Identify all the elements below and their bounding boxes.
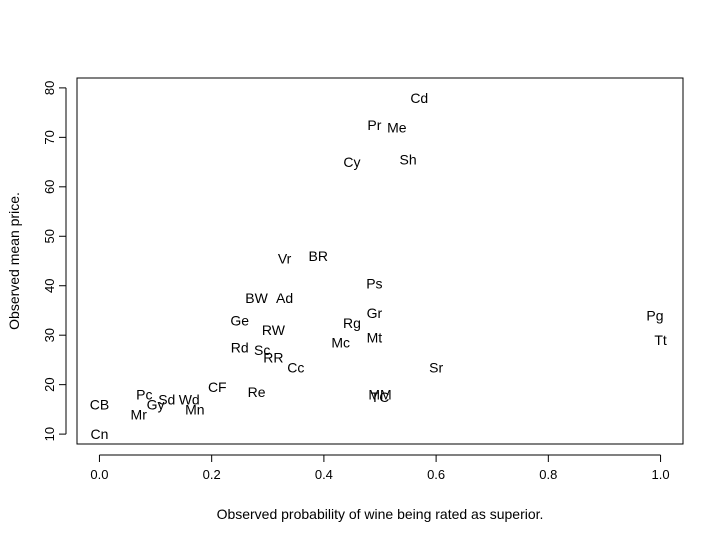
point-label-cf: CF (208, 379, 227, 395)
point-label-pr: Pr (367, 117, 381, 133)
point-label-me: Me (387, 119, 407, 135)
point-label-cn: Cn (90, 426, 108, 442)
point-label-sd: Sd (158, 391, 175, 407)
data-points: Cd Pr Me Cy Sh Vr BR Ps BW Ad Gr Pg Ge Rg RW Mt Tt Mc Rd Sc… (90, 90, 667, 442)
x-axis-label: Observed probability of wine being rated… (217, 506, 544, 522)
point-label-mt: Mt (367, 330, 383, 346)
point-label-rd: Rd (231, 340, 249, 356)
point-label-pg: Pg (646, 307, 663, 323)
x-tick-label: 0.2 (203, 467, 221, 482)
point-label-br: BR (309, 248, 328, 264)
y-tick-label: 40 (42, 278, 57, 292)
point-label-tc: TC (371, 389, 390, 405)
y-tick-label: 30 (42, 328, 57, 342)
x-tick-label: 0.6 (427, 467, 445, 482)
point-label-gy: Gy (147, 396, 165, 412)
point-label-mc: Mc (331, 335, 350, 351)
point-label-pc: Pc (136, 387, 152, 403)
point-label-ad: Ad (276, 290, 293, 306)
point-label-gr: Gr (367, 305, 383, 321)
point-label-cc: Cc (287, 359, 304, 375)
point-label-ge: Ge (230, 312, 249, 328)
point-label-mr: Mr (131, 406, 148, 422)
point-label-vr: Vr (278, 251, 292, 267)
y-tick-label: 60 (42, 180, 57, 194)
y-tick-label: 10 (42, 427, 57, 441)
x-tick-label: 1.0 (652, 467, 670, 482)
point-label-ps: Ps (366, 275, 382, 291)
point-label-rr: RR (263, 349, 283, 365)
point-label-rw: RW (262, 322, 286, 338)
point-label-wd: Wd (179, 391, 200, 407)
plot-frame (76, 77, 684, 445)
x-tick-label: 0.0 (90, 467, 108, 482)
y-tick-label: 20 (42, 377, 57, 391)
point-label-sc: Sc (254, 342, 270, 358)
y-axis-label: Observed mean price. (6, 192, 22, 330)
point-label-cb: CB (90, 396, 109, 412)
point-label-mm: MM (368, 387, 391, 403)
y-tick-label: 70 (42, 130, 57, 144)
point-label-rg: Rg (343, 315, 361, 331)
point-label-sh: Sh (399, 152, 416, 168)
point-label-sr: Sr (429, 359, 443, 375)
point-label-cd: Cd (410, 90, 428, 106)
point-label-re: Re (248, 384, 266, 400)
y-axis: 10 20 30 40 50 60 70 80 (42, 81, 67, 441)
point-label-tt: Tt (654, 332, 667, 348)
x-tick-label: 0.4 (315, 467, 333, 482)
y-tick-label: 80 (42, 81, 57, 95)
point-label-bw: BW (245, 290, 268, 306)
y-tick-label: 50 (42, 229, 57, 243)
x-tick-label: 0.8 (539, 467, 557, 482)
point-label-mn: Mn (185, 401, 204, 417)
point-label-cy: Cy (343, 154, 360, 170)
x-axis: 0.0 0.2 0.4 0.6 0.8 1.0 (90, 454, 670, 482)
